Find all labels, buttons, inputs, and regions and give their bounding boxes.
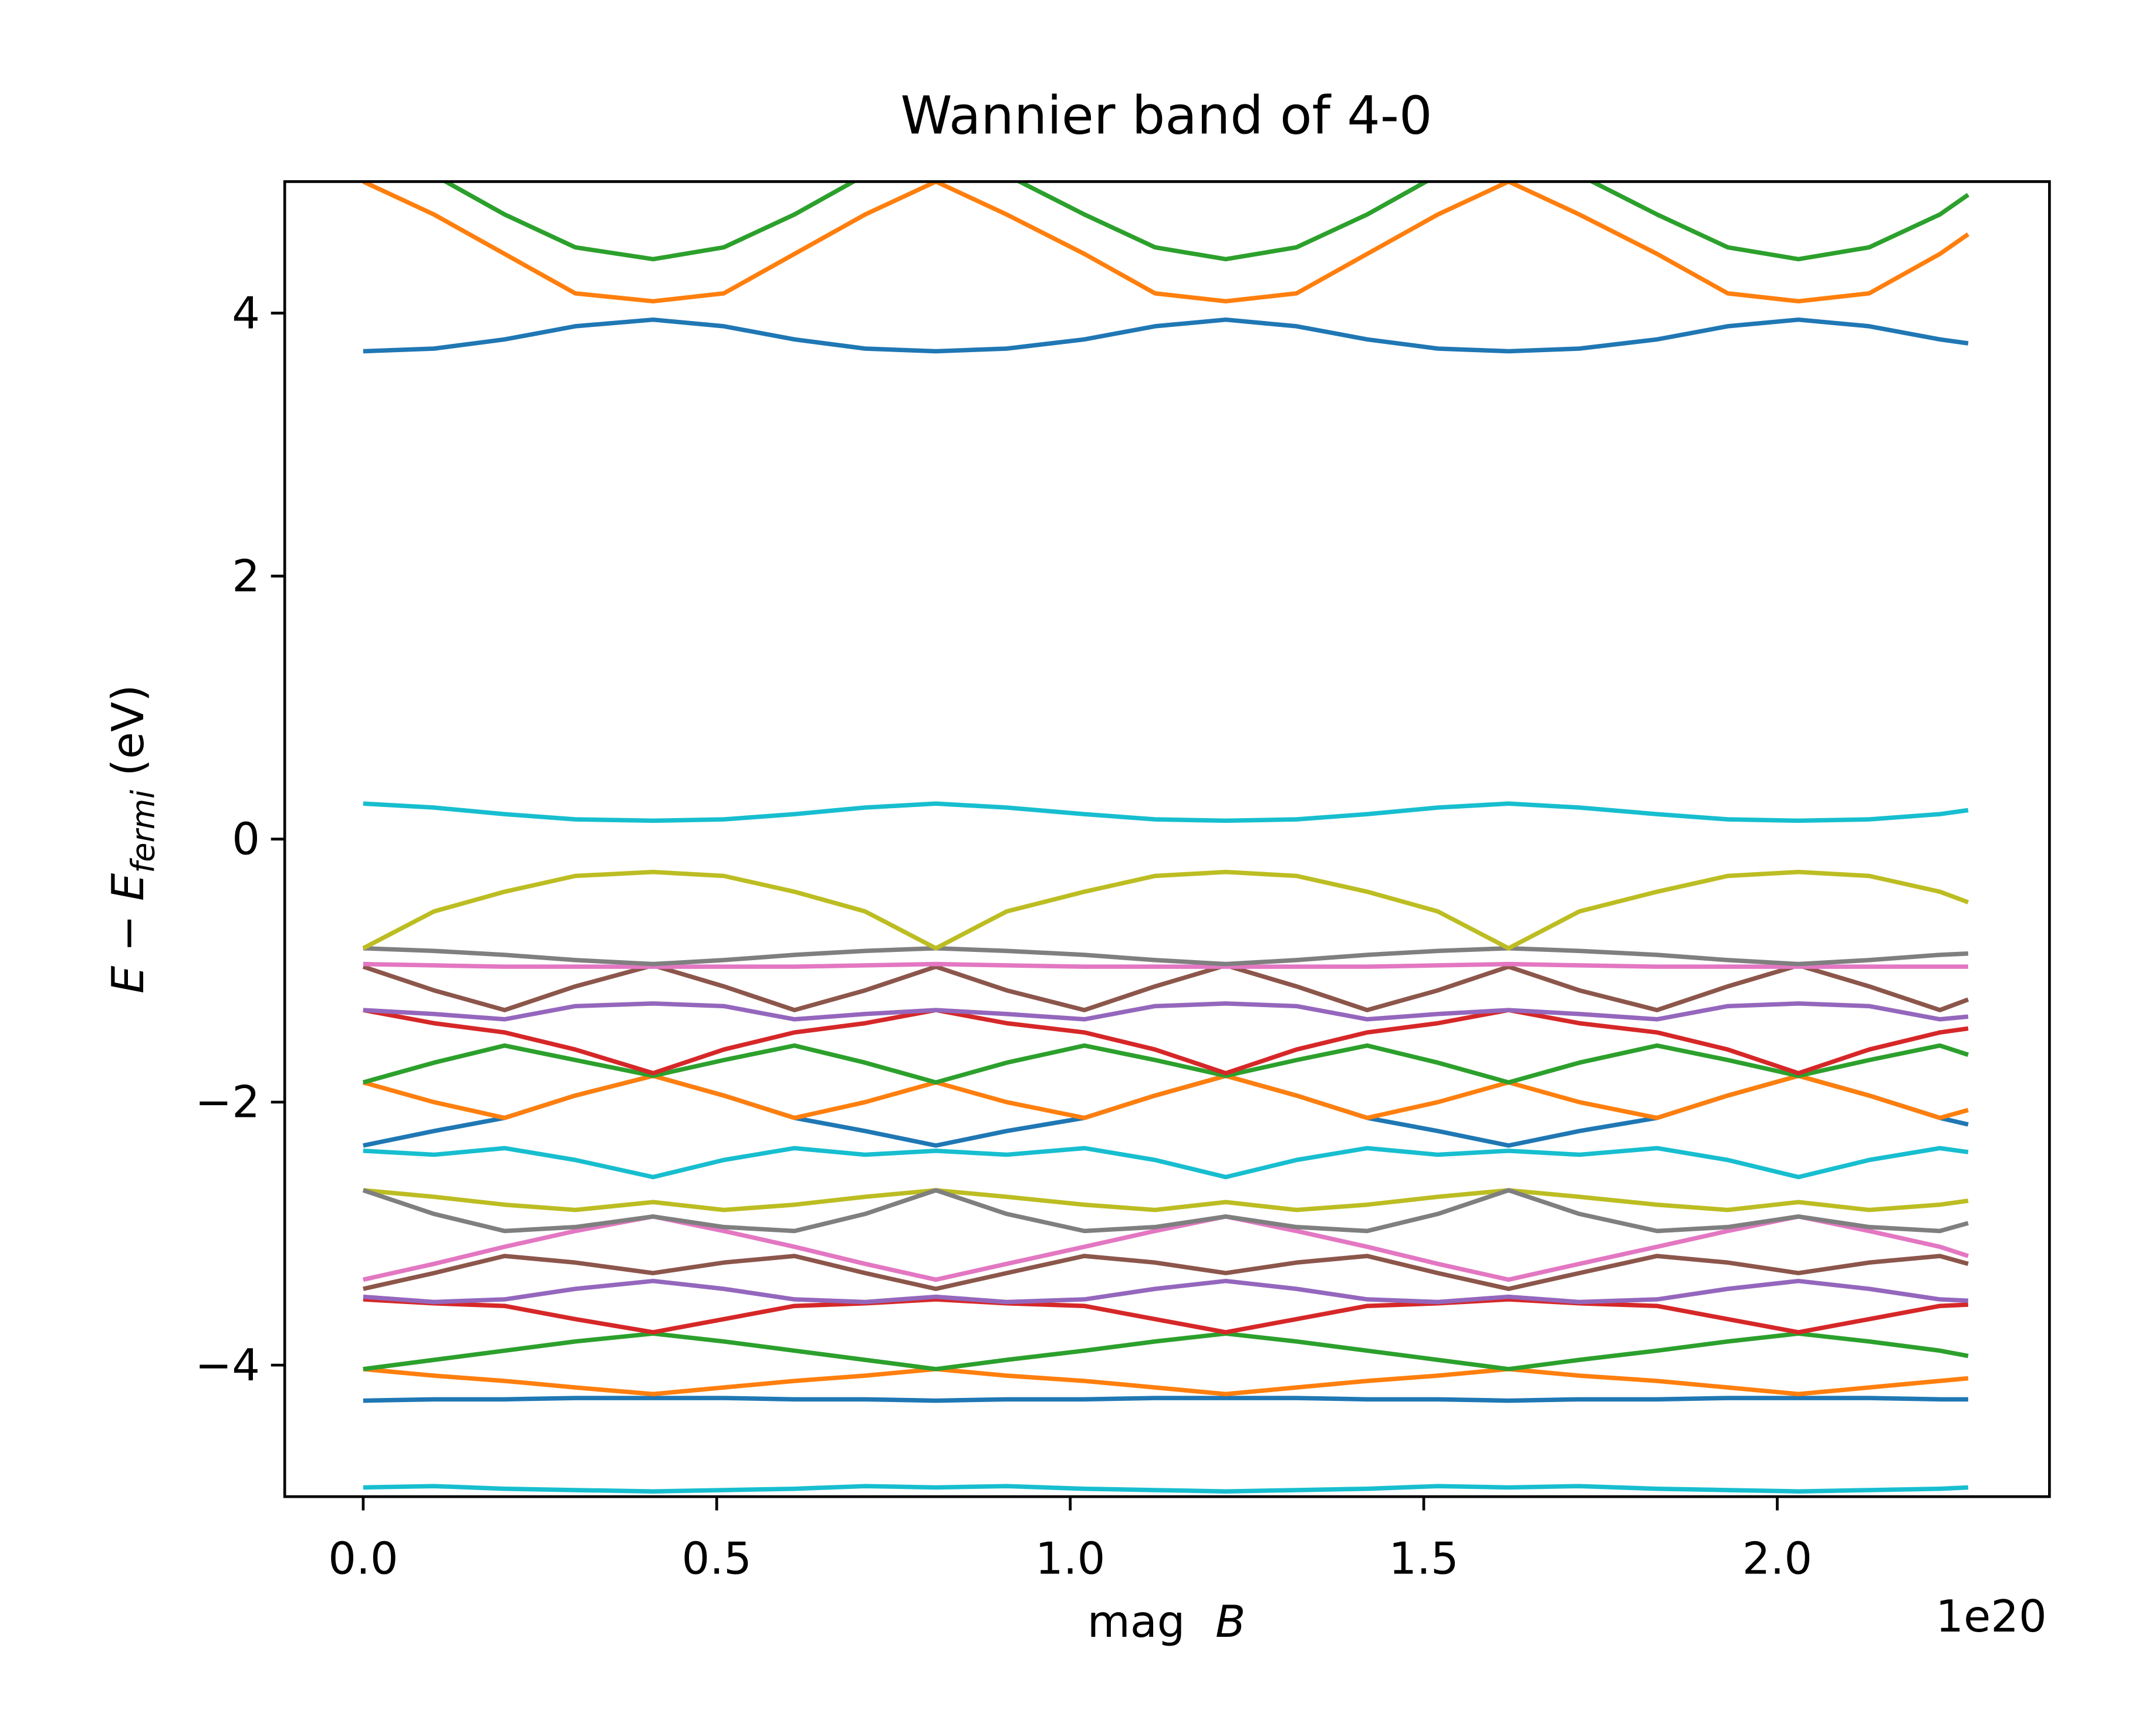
y-tick-label: −2 [195,1076,260,1128]
x-tick-label: 1.0 [1035,1532,1105,1584]
x-label-text: mag [1087,1596,1185,1647]
band-line [363,1146,1969,1180]
y-tick-label: 4 [232,287,260,339]
x-tick-label: 1.5 [1388,1532,1458,1584]
band-line [362,181,1969,304]
x-tick-label: 0.0 [328,1532,398,1584]
x-label-var: B [1215,1596,1245,1647]
band-line [362,1188,1969,1234]
y-tick-label: 0 [232,813,260,865]
band-line [363,317,1969,354]
y-label-sub: fermi [125,790,162,873]
band-line [363,961,1968,969]
band-line [363,1008,1969,1076]
band-line [363,1188,1969,1213]
band-line [362,870,1969,951]
x-tick-label: 0.5 [682,1532,752,1584]
band-line [363,1396,1968,1403]
band-line [363,1297,1968,1335]
band-line [363,1001,1969,1022]
y-label-unit: (eV) [102,685,154,776]
y-label-main: E − E [102,873,154,994]
y-tick-label: 2 [232,550,260,602]
band-line [363,1367,1969,1397]
y-axis-label: E − Efermi (eV) [102,685,162,994]
x-tick-label: 2.0 [1742,1532,1812,1584]
band-line [441,181,1969,262]
x-offset-label: 1e20 [1935,1590,2046,1642]
band-line [363,801,1969,823]
band-line [362,1073,1969,1120]
plot-lines [362,181,1969,1494]
band-line [362,1043,1969,1085]
chart-title: Wannier band of 4-0 [901,85,1432,146]
band-line [363,1484,1968,1494]
band-line [363,946,1968,967]
band-line [363,1331,1969,1372]
band-line [363,1278,1968,1305]
x-axis-label: mag B [1087,1596,1246,1647]
y-tick-label: −4 [195,1339,260,1391]
band-line [363,1254,1969,1291]
